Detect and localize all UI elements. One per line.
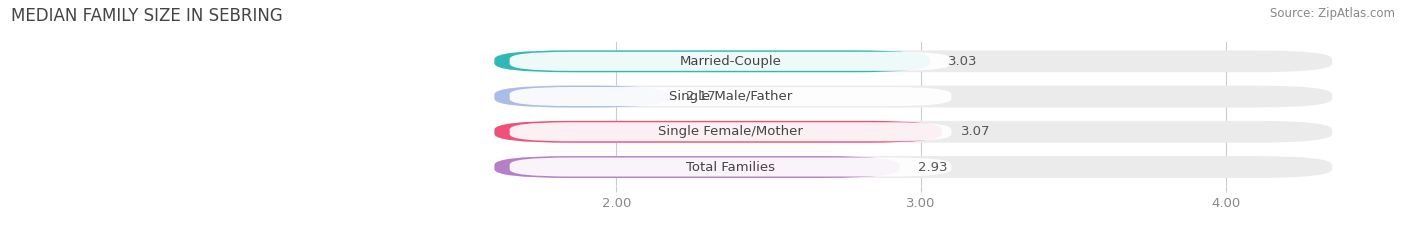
Text: 2.93: 2.93 <box>918 161 948 174</box>
Text: MEDIAN FAMILY SIZE IN SEBRING: MEDIAN FAMILY SIZE IN SEBRING <box>11 7 283 25</box>
Text: Single Female/Mother: Single Female/Mother <box>658 125 803 138</box>
FancyBboxPatch shape <box>509 122 952 141</box>
FancyBboxPatch shape <box>495 156 900 178</box>
FancyBboxPatch shape <box>509 87 952 106</box>
Text: Source: ZipAtlas.com: Source: ZipAtlas.com <box>1270 7 1395 20</box>
Text: 3.03: 3.03 <box>948 55 977 68</box>
FancyBboxPatch shape <box>495 86 668 107</box>
FancyBboxPatch shape <box>495 50 929 72</box>
FancyBboxPatch shape <box>495 86 1331 107</box>
FancyBboxPatch shape <box>495 50 1331 72</box>
Text: Single Male/Father: Single Male/Father <box>669 90 792 103</box>
Text: Married-Couple: Married-Couple <box>679 55 782 68</box>
FancyBboxPatch shape <box>495 121 1331 143</box>
FancyBboxPatch shape <box>495 156 1331 178</box>
FancyBboxPatch shape <box>509 52 952 71</box>
Text: Total Families: Total Families <box>686 161 775 174</box>
FancyBboxPatch shape <box>509 158 952 177</box>
FancyBboxPatch shape <box>495 121 942 143</box>
Text: 3.07: 3.07 <box>960 125 990 138</box>
Text: 2.17: 2.17 <box>686 90 716 103</box>
